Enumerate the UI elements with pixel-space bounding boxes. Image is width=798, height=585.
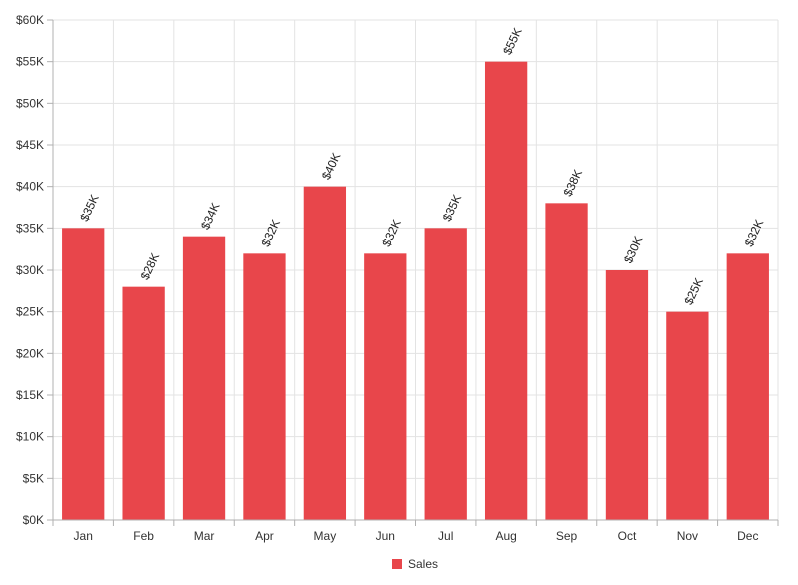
bar [545,203,588,521]
bar [243,253,286,521]
y-tick-label: $5K [23,471,44,485]
data-label: $32K [258,217,283,248]
data-label: $35K [77,192,102,223]
y-tick-label: $40K [16,180,44,194]
x-tick-label: Oct [618,529,637,543]
bar [605,270,649,520]
bar [364,253,407,521]
y-tick-label: $30K [16,263,44,277]
legend-label: Sales [408,557,438,571]
x-tick-label: May [314,529,337,543]
bar [484,61,528,521]
x-tick-label: Apr [255,529,274,543]
bar [182,236,226,520]
x-tick-label: Feb [133,529,154,543]
bar [303,186,347,520]
x-tick-label: Dec [737,529,758,543]
bar [726,253,769,521]
data-labels: $35K $28K $34K $32K $40K $32K $35K $55K $38K $30K… [77,26,766,307]
y-tick-label: $25K [16,305,44,319]
y-tick-label: $45K [16,138,44,152]
bar [424,228,467,521]
data-label: $25K [681,276,706,307]
data-label: $28K [138,251,163,282]
legend: Sales [392,557,438,571]
x-tick-label: Jul [438,529,453,543]
x-tick-label: Jan [74,529,93,543]
data-label: $32K [742,217,767,248]
data-label: $35K [440,192,465,223]
x-tick-label: Aug [495,529,516,543]
y-tick-label: $55K [16,55,44,69]
axes: $0K $5K $10K $15K $20K $25K $30K $35K $40K $45K $5… [16,13,779,543]
y-tick-label: $0K [23,513,44,527]
bars [62,61,769,521]
data-label: $30K [621,234,646,265]
data-label: $34K [198,201,223,232]
x-tick-label: Jun [376,529,395,543]
x-tick-label: Nov [677,529,698,543]
legend-swatch [392,559,402,569]
y-tick-label: $15K [16,388,44,402]
y-tick-label: $10K [16,430,44,444]
y-tick-label: $20K [16,346,44,360]
bar [62,228,105,521]
gridlines [53,19,779,520]
data-label: $40K [319,151,344,182]
x-tick-label: Sep [556,529,578,543]
data-label: $38K [561,167,586,198]
data-label: $32K [379,217,404,248]
bar [666,311,709,520]
y-tick-label: $50K [16,96,44,110]
x-tick-label: Mar [194,529,215,543]
y-tick-label: $35K [16,221,44,235]
data-label: $55K [500,26,525,57]
bar [122,286,165,520]
y-tick-label: $60K [16,13,44,27]
